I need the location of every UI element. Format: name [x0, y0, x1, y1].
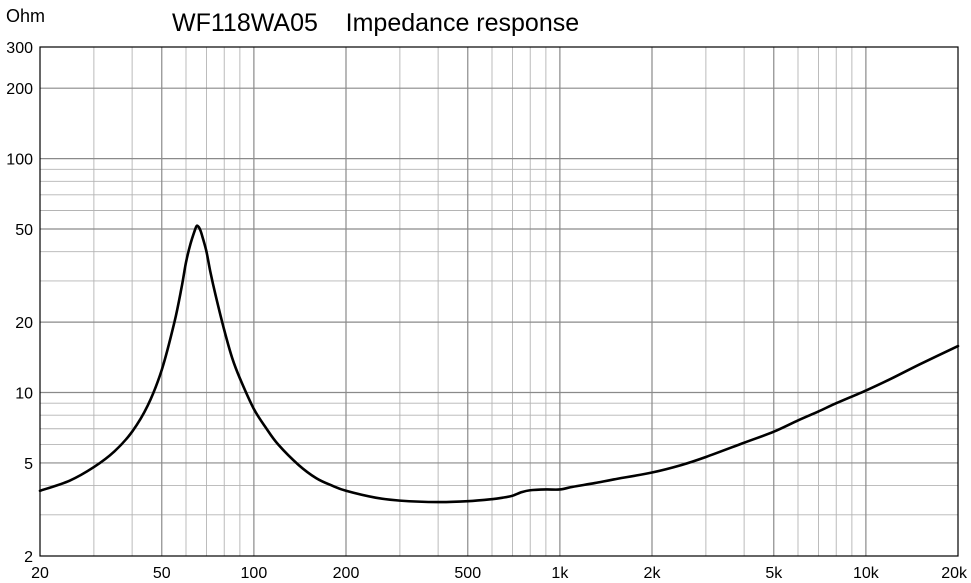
x-tick-label: 100 [241, 565, 268, 582]
y-axis-unit-label: Ohm [6, 6, 45, 26]
y-tick-label: 200 [6, 81, 33, 98]
x-tick-label: 50 [153, 565, 171, 582]
y-axis-tick-labels: 2 5 10 20 50 100 200 300 [6, 40, 33, 566]
x-tick-label: 500 [454, 565, 481, 582]
y-tick-label: 5 [24, 456, 33, 473]
x-tick-label: 1k [551, 565, 569, 582]
x-tick-label: 2k [644, 565, 662, 582]
impedance-curve [38, 224, 960, 504]
y-tick-label: 50 [15, 222, 33, 239]
x-axis-tick-labels: 20 50 100 200 500 1k 2k 5k 10k 20k [31, 565, 968, 582]
y-tick-label: 10 [15, 386, 33, 403]
x-tick-label: 200 [333, 565, 360, 582]
y-tick-label: 20 [15, 315, 33, 332]
y-tick-label: 100 [6, 152, 33, 169]
minor-grid [40, 47, 958, 556]
chart-title: WF118WA05 Impedance response [172, 9, 579, 37]
x-tick-label: 20k [941, 565, 968, 582]
major-grid [40, 47, 958, 556]
x-tick-label: 20 [31, 565, 49, 582]
x-tick-label: 10k [853, 565, 880, 582]
x-tick-label: 5k [765, 565, 783, 582]
y-tick-label: 2 [24, 549, 33, 566]
plot-frame [39, 46, 959, 557]
y-tick-label: 300 [6, 40, 33, 57]
